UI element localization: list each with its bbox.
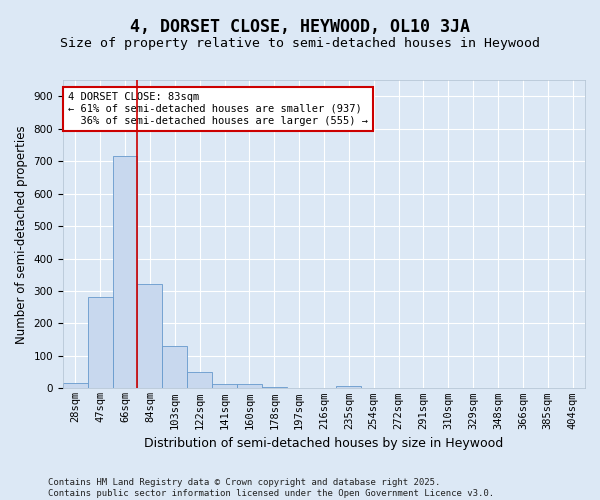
- Bar: [212, 384, 237, 388]
- Bar: [163, 346, 187, 389]
- Bar: [262, 387, 287, 388]
- Bar: [337, 386, 361, 388]
- Text: 4 DORSET CLOSE: 83sqm
← 61% of semi-detached houses are smaller (937)
  36% of s: 4 DORSET CLOSE: 83sqm ← 61% of semi-deta…: [68, 92, 368, 126]
- Bar: [237, 384, 262, 388]
- X-axis label: Distribution of semi-detached houses by size in Heywood: Distribution of semi-detached houses by …: [145, 437, 503, 450]
- Text: 4, DORSET CLOSE, HEYWOOD, OL10 3JA: 4, DORSET CLOSE, HEYWOOD, OL10 3JA: [130, 18, 470, 36]
- Bar: [137, 284, 163, 389]
- Bar: [88, 296, 113, 388]
- Text: Size of property relative to semi-detached houses in Heywood: Size of property relative to semi-detach…: [60, 38, 540, 51]
- Bar: [113, 156, 137, 388]
- Y-axis label: Number of semi-detached properties: Number of semi-detached properties: [15, 125, 28, 344]
- Bar: [63, 382, 88, 388]
- Text: Contains HM Land Registry data © Crown copyright and database right 2025.
Contai: Contains HM Land Registry data © Crown c…: [48, 478, 494, 498]
- Bar: [187, 372, 212, 388]
